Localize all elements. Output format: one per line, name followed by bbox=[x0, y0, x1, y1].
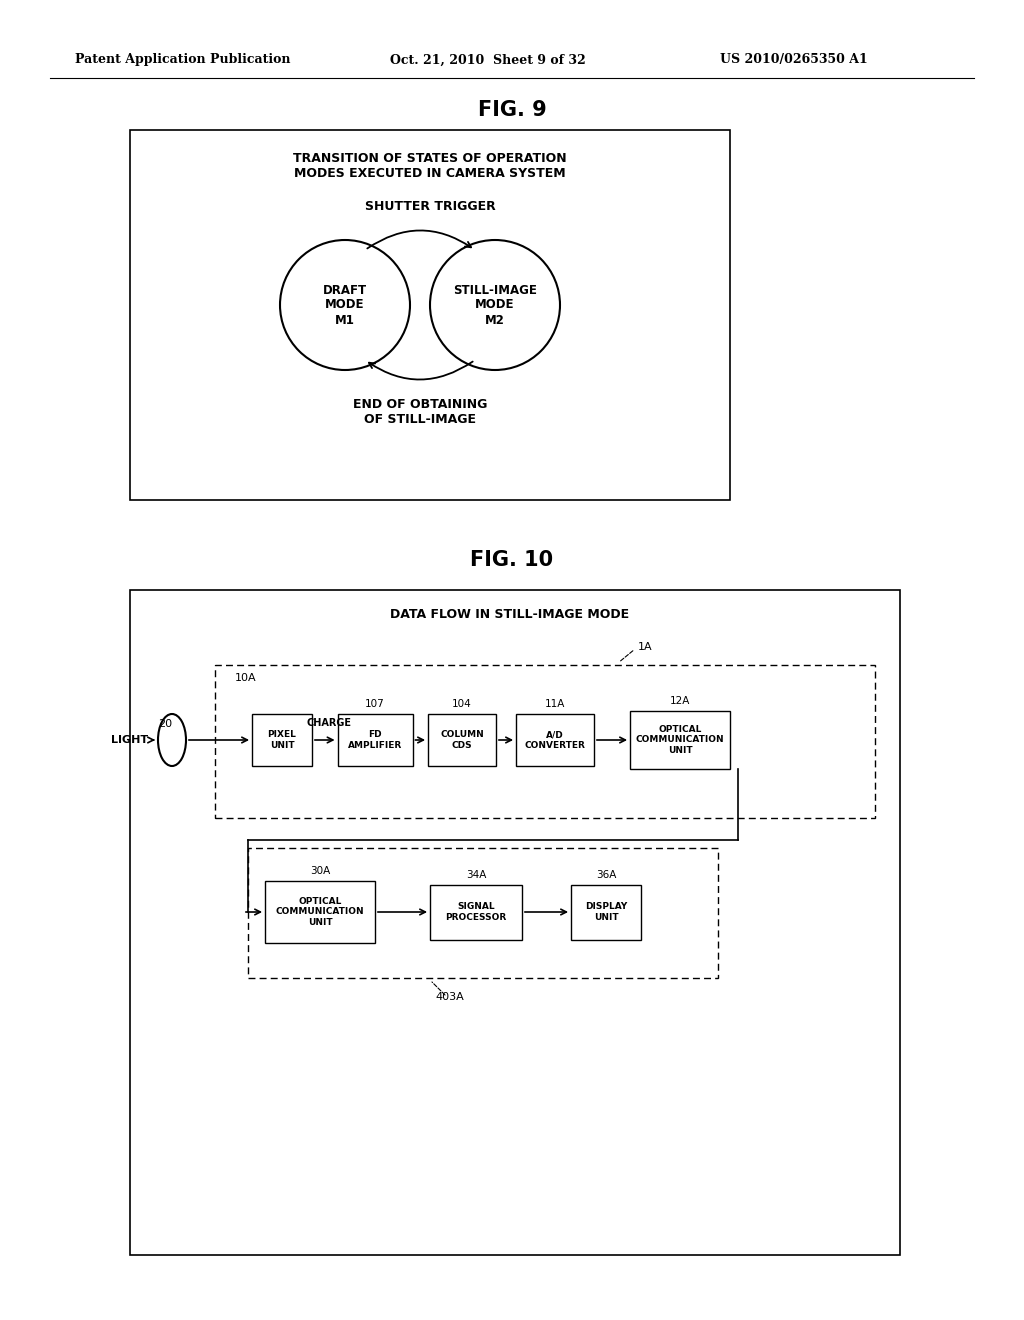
Text: 107: 107 bbox=[366, 700, 385, 709]
Text: CHARGE: CHARGE bbox=[306, 718, 351, 729]
Text: 10A: 10A bbox=[234, 673, 257, 682]
Text: TRANSITION OF STATES OF OPERATION
MODES EXECUTED IN CAMERA SYSTEM: TRANSITION OF STATES OF OPERATION MODES … bbox=[293, 152, 567, 180]
Text: 11A: 11A bbox=[545, 700, 565, 709]
Text: END OF OBTAINING
OF STILL-IMAGE: END OF OBTAINING OF STILL-IMAGE bbox=[353, 399, 487, 426]
Text: SIGNAL
PROCESSOR: SIGNAL PROCESSOR bbox=[445, 903, 507, 921]
Text: DRAFT
MODE
M1: DRAFT MODE M1 bbox=[323, 284, 367, 326]
Bar bbox=[215, 665, 874, 818]
Text: DATA FLOW IN STILL-IMAGE MODE: DATA FLOW IN STILL-IMAGE MODE bbox=[390, 609, 630, 622]
Bar bbox=[630, 711, 730, 770]
Text: 403A: 403A bbox=[435, 993, 464, 1002]
Bar bbox=[248, 847, 718, 978]
Text: SHUTTER TRIGGER: SHUTTER TRIGGER bbox=[365, 201, 496, 214]
Text: PIXEL
UNIT: PIXEL UNIT bbox=[267, 730, 296, 750]
Bar bbox=[516, 714, 594, 766]
Text: STILL-IMAGE
MODE
M2: STILL-IMAGE MODE M2 bbox=[453, 284, 537, 326]
Text: 12A: 12A bbox=[670, 696, 690, 706]
Bar bbox=[265, 880, 375, 942]
Text: FIG. 9: FIG. 9 bbox=[477, 100, 547, 120]
Text: COLUMN
CDS: COLUMN CDS bbox=[440, 730, 484, 750]
Text: US 2010/0265350 A1: US 2010/0265350 A1 bbox=[720, 54, 867, 66]
Text: 34A: 34A bbox=[466, 870, 486, 879]
Text: OPTICAL
COMMUNICATION
UNIT: OPTICAL COMMUNICATION UNIT bbox=[275, 898, 365, 927]
Text: LIGHT: LIGHT bbox=[111, 735, 148, 744]
Bar bbox=[428, 714, 496, 766]
Text: 1A: 1A bbox=[638, 642, 652, 652]
Text: 104: 104 bbox=[453, 700, 472, 709]
Text: 30A: 30A bbox=[310, 866, 330, 876]
Bar bbox=[130, 590, 900, 1255]
Bar bbox=[130, 129, 730, 500]
Bar bbox=[430, 884, 522, 940]
Text: FD
AMPLIFIER: FD AMPLIFIER bbox=[348, 730, 402, 750]
Text: DISPLAY
UNIT: DISPLAY UNIT bbox=[585, 903, 627, 921]
Bar bbox=[338, 714, 413, 766]
Text: 20: 20 bbox=[158, 719, 172, 729]
Text: FIG. 10: FIG. 10 bbox=[470, 550, 554, 570]
Text: Oct. 21, 2010  Sheet 9 of 32: Oct. 21, 2010 Sheet 9 of 32 bbox=[390, 54, 586, 66]
Text: A/D
CONVERTER: A/D CONVERTER bbox=[524, 730, 586, 750]
Text: OPTICAL
COMMUNICATION
UNIT: OPTICAL COMMUNICATION UNIT bbox=[636, 725, 724, 755]
Text: 36A: 36A bbox=[596, 870, 616, 879]
Bar bbox=[571, 884, 641, 940]
Text: Patent Application Publication: Patent Application Publication bbox=[75, 54, 291, 66]
Bar bbox=[252, 714, 312, 766]
